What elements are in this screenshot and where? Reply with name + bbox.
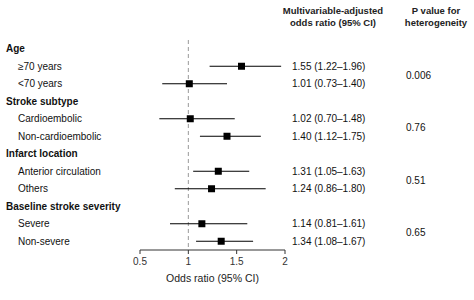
p-value: 0.76 xyxy=(406,122,426,133)
odds-ratio-marker xyxy=(238,63,245,70)
confidence-interval xyxy=(159,118,234,119)
odds-ratio-marker xyxy=(215,168,222,175)
value-label: 1.34 (1.08–1.67) xyxy=(292,236,365,247)
column-header-line: Multivariable-adjusted xyxy=(283,5,383,16)
row-label: ≥70 years xyxy=(18,61,62,72)
group-label: Infarct location xyxy=(6,148,78,159)
row-label: <70 years xyxy=(18,78,62,89)
x-tick-label: 0.5 xyxy=(133,256,147,267)
p-value: 0.51 xyxy=(406,175,426,186)
row-label: Non-cardioembolic xyxy=(18,131,101,142)
value-label: 1.24 (0.86–1.80) xyxy=(292,183,365,194)
confidence-interval xyxy=(170,223,247,224)
odds-ratio-marker xyxy=(187,115,194,122)
value-label: 1.40 (1.12–1.75) xyxy=(292,131,365,142)
group-label: Age xyxy=(6,43,25,54)
group-label: Stroke subtype xyxy=(6,96,79,107)
confidence-interval xyxy=(210,66,282,67)
value-label: 1.31 (1.05–1.63) xyxy=(292,166,365,177)
x-tick-label: 2 xyxy=(282,256,288,267)
x-axis-line xyxy=(140,250,285,251)
value-label: 1.02 (0.70–1.48) xyxy=(292,113,365,124)
x-tick xyxy=(285,250,286,254)
odds-ratio-marker xyxy=(224,133,231,140)
odds-ratio-marker xyxy=(186,80,193,87)
forest-plot: Multivariable-adjustedodds ratio (95% CI… xyxy=(0,0,474,300)
column-header-line: heterogeneity xyxy=(405,17,468,28)
odds-ratio-marker xyxy=(218,238,225,245)
column-header: Multivariable-adjustedodds ratio (95% CI… xyxy=(283,5,383,28)
x-tick-label: 1 xyxy=(186,256,192,267)
confidence-interval xyxy=(162,83,227,84)
row-label: Severe xyxy=(18,218,50,229)
odds-ratio-marker xyxy=(198,220,205,227)
value-label: 1.55 (1.22–1.96) xyxy=(292,61,365,72)
row-label: Others xyxy=(18,183,48,194)
odds-ratio-marker xyxy=(208,185,215,192)
value-label: 1.14 (0.81–1.61) xyxy=(292,218,365,229)
row-label: Cardioembolic xyxy=(18,113,82,124)
x-tick-label: 1.5 xyxy=(230,256,244,267)
group-label: Baseline stroke severity xyxy=(6,201,121,212)
row-label: Non-severe xyxy=(18,236,70,247)
x-tick xyxy=(236,250,237,254)
p-value: 0.65 xyxy=(406,227,426,238)
x-tick xyxy=(188,250,189,254)
x-tick xyxy=(140,250,141,254)
value-label: 1.01 (0.73–1.40) xyxy=(292,78,365,89)
confidence-interval xyxy=(175,188,266,189)
row-label: Anterior circulation xyxy=(18,166,101,177)
x-axis-label: Odds ratio (95% CI) xyxy=(166,272,259,284)
reference-line xyxy=(188,40,189,250)
column-header-line: P value for xyxy=(412,5,461,16)
column-header: P value forheterogeneity xyxy=(405,5,468,28)
plot-area xyxy=(159,40,281,250)
p-value: 0.006 xyxy=(406,70,431,81)
column-header-line: odds ratio (95% CI) xyxy=(290,17,376,28)
